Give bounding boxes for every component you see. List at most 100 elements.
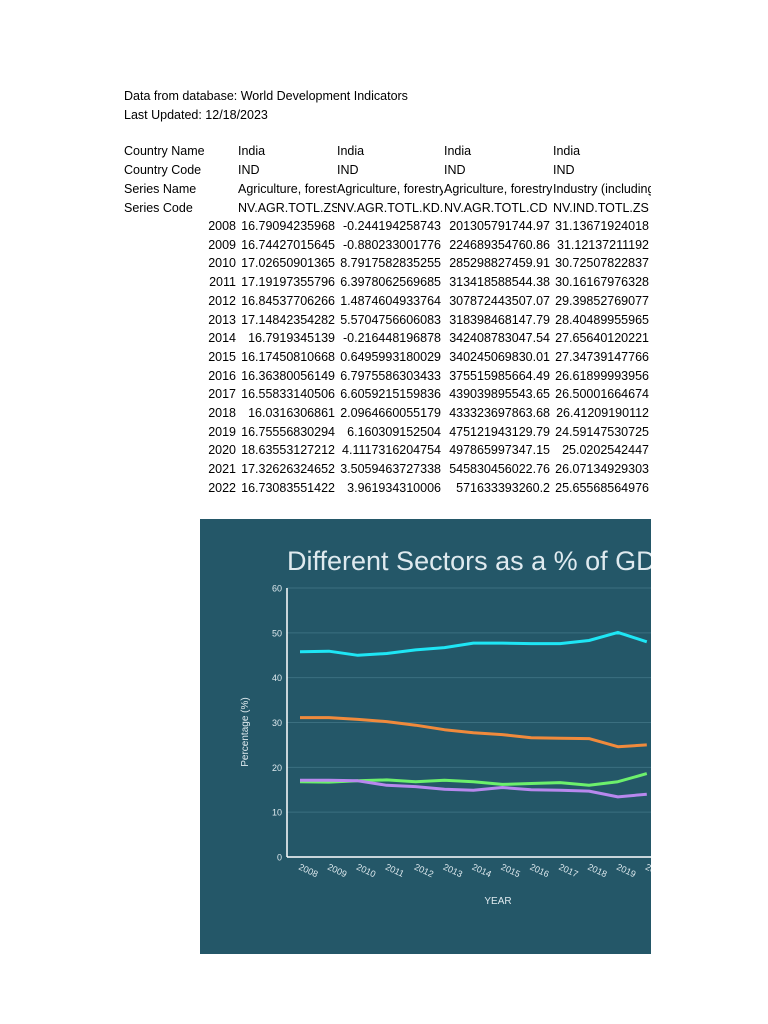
value-cell: 285298827459.91 — [449, 256, 550, 271]
header-cell: NV.AGR.TOTL.ZS — [238, 201, 337, 215]
gridlines — [287, 587, 651, 813]
year-cell: 2015 — [208, 349, 236, 364]
row-label: Series Code — [124, 201, 193, 215]
header-cell: Agriculture, forestry, and fishing, valu… — [337, 182, 443, 196]
year-cell: 2008 — [208, 219, 236, 233]
x-axis-title: YEAR — [484, 896, 511, 907]
header-cell: NV.AGR.TOTL.CD — [444, 201, 548, 215]
series-lines — [299, 630, 648, 799]
value-cell: 201305791744.97 — [449, 219, 550, 233]
value-cell: 3.961934310006 — [347, 480, 441, 495]
table-row: 2018 16.0316306861 2.0964660055179 43332369… — [124, 404, 651, 423]
line-chart: Different Sectors as a % of GD 0 10 20 30 40… — [200, 519, 651, 954]
value-cell: 3.5059463727338 — [340, 462, 441, 477]
sector-chart: Different Sectors as a % of GD 0 10 20 30 40… — [200, 519, 651, 954]
value-cell: 17.14842354282 — [241, 312, 335, 327]
country-name-row: Country Name India India India India — [124, 142, 651, 161]
year-cell: 2020 — [208, 443, 236, 458]
value-cell: 16.84537706266 — [241, 293, 335, 308]
value-cell: 26.41209190112 — [556, 406, 649, 420]
year-cell: 2009 — [208, 237, 236, 252]
table-row: 2015 16.17450810668 0.6495993180029 3402450… — [124, 348, 651, 367]
spreadsheet: Data from database: World Development In… — [124, 0, 651, 500]
year-cell: 2013 — [208, 312, 236, 327]
value-cell: 475121943129.79 — [449, 424, 550, 439]
year-cell: 2022 — [208, 480, 236, 495]
value-cell: 340245069830.01 — [449, 349, 550, 364]
table-row: 2011 17.19197355796 6.3978062569685 3134185… — [124, 273, 651, 292]
table-row: 2009 16.74427015645 -0.880233001776 2246893… — [124, 236, 651, 255]
value-cell: 18.63553127212 — [241, 443, 335, 458]
year-cell: 2012 — [208, 293, 236, 308]
header-cell: Industry (including construction), value… — [553, 182, 651, 196]
header-cell: India — [553, 144, 581, 158]
value-cell: -0.244194258743 — [342, 219, 441, 233]
row-label: Country Code — [124, 163, 202, 177]
header-cell: India — [337, 144, 365, 158]
value-cell: 16.55833140506 — [241, 387, 335, 402]
year-cell: 2016 — [208, 368, 236, 383]
value-cell: 439039895543.65 — [449, 387, 550, 402]
table-row: 2020 18.63553127212 4.1117316204754 4978659… — [124, 441, 651, 460]
header-cell: Agriculture, forestry, and fishing, valu… — [238, 182, 337, 196]
value-cell: 16.36380056149 — [241, 368, 335, 383]
table-row: 2008 16.79094235968 -0.244194258743 2013057… — [124, 217, 651, 236]
y-tick-label: 20 — [272, 763, 282, 773]
value-cell: 30.16167976328 — [555, 275, 649, 290]
value-cell: 26.61899993956 — [555, 368, 649, 383]
year-cell: 2014 — [208, 331, 236, 346]
value-cell: 6.7975586303433 — [340, 368, 441, 383]
value-cell: 30.72507822837 — [555, 256, 649, 271]
value-cell: 26.07134929303 — [555, 462, 649, 477]
series-code-row: Series Code NV.AGR.TOTL.ZS NV.AGR.TOTL.K… — [124, 199, 651, 218]
table-row: 2014 16.7919345139 -0.216448196878 34240878… — [124, 329, 651, 348]
series-line-2 — [300, 716, 647, 749]
header-cell: IND — [553, 163, 575, 177]
value-cell: 31.12137211192 — [557, 237, 649, 252]
header-cell: IND — [238, 163, 260, 177]
country-code-row: Country Code IND IND IND IND — [124, 161, 651, 180]
y-tick-label: 0 — [277, 853, 282, 863]
y-axis-title: Percentage (%) — [240, 697, 251, 766]
header-cell: India — [444, 144, 472, 158]
value-cell: 313418588544.38 — [449, 275, 550, 290]
table-row: 2013 17.14842354282 5.5704756606083 3183984… — [124, 311, 651, 330]
value-cell: 17.19197355796 — [241, 275, 335, 290]
table-row: 2010 17.02650901365 8.7917582835255 2852988… — [124, 254, 651, 273]
value-cell: 6.6059215159836 — [340, 387, 441, 402]
value-cell: 27.65640120221 — [555, 331, 649, 346]
value-cell: 433323697863.68 — [449, 406, 550, 420]
chart-title: Different Sectors as a % of GD — [287, 546, 651, 576]
value-cell: 16.0316306861 — [248, 406, 335, 420]
axes — [286, 588, 651, 858]
value-cell: 1.4874604933764 — [340, 293, 441, 308]
header-cell: NV.AGR.TOTL.KD.ZG — [337, 201, 443, 215]
value-cell: 0.6495993180029 — [340, 349, 441, 364]
x-tick-label: 2020 — [644, 862, 651, 880]
value-cell: 375515985664.49 — [449, 368, 550, 383]
value-cell: 8.7917582835255 — [340, 256, 441, 271]
header-cell: NV.IND.TOTL.ZS — [553, 201, 649, 215]
y-tick-label: 50 — [272, 628, 282, 638]
value-cell: 307872443507.07 — [449, 293, 550, 308]
header-cell: India — [238, 144, 266, 158]
value-cell: 16.17450810668 — [241, 349, 335, 364]
value-cell: 4.1117316204754 — [342, 443, 441, 458]
table-row: 2017 16.55833140506 6.6059215159836 4390398… — [124, 385, 651, 404]
value-cell: 26.50001664674 — [555, 387, 649, 402]
value-cell: 24.59147530725 — [555, 424, 649, 439]
header-cell: Agriculture, forestry, and fishing, valu… — [444, 182, 552, 196]
value-cell: 16.7919345139 — [248, 331, 335, 346]
series-line-4 — [300, 778, 647, 799]
header-cell: IND — [337, 163, 359, 177]
value-cell: 342408783047.54 — [449, 331, 550, 346]
chart-background — [200, 519, 651, 954]
row-label: Series Name — [124, 182, 197, 196]
value-cell: 31.13671924018 — [555, 219, 649, 233]
y-tick-label: 10 — [272, 808, 282, 818]
table-row: 2012 16.84537706266 1.4874604933764 3078724… — [124, 292, 651, 311]
value-cell: 27.34739147766 — [555, 349, 649, 364]
value-cell: 2.0964660055179 — [340, 406, 441, 420]
value-cell: 28.40489955965 — [555, 312, 649, 327]
value-cell: 25.0202542447 — [562, 443, 649, 458]
